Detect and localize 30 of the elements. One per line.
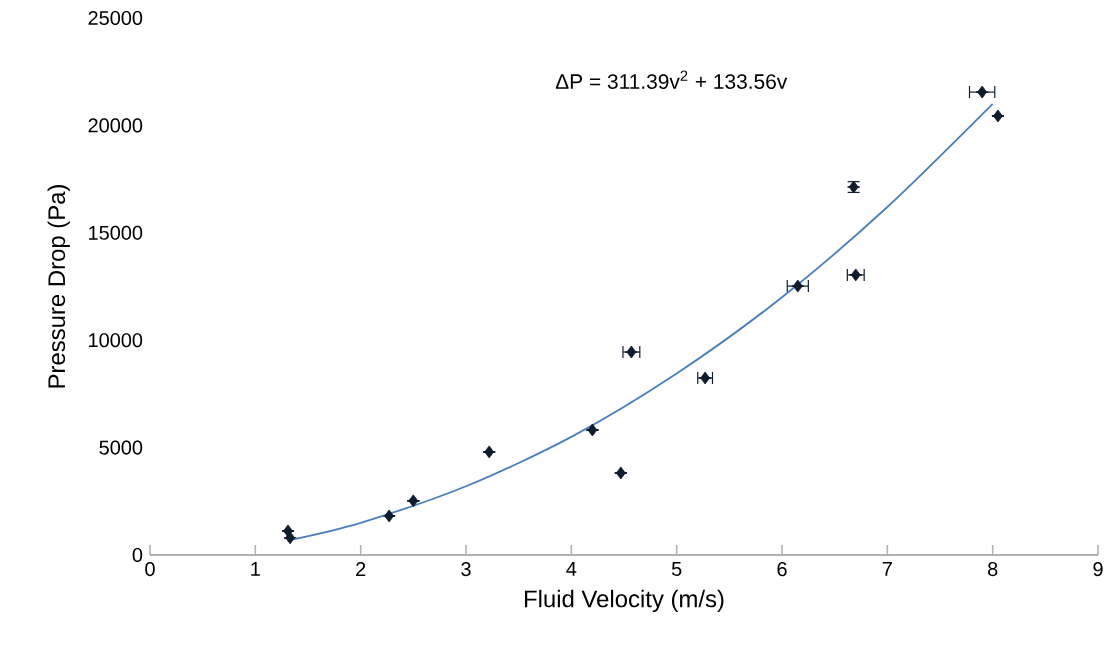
y-tick-label: 5000 — [99, 440, 143, 455]
annotation: ΔP = 311.39v$^{2}$ + 133.56v — [555, 70, 788, 89]
point — [384, 509, 395, 523]
y-tick-label: 15000 — [89, 225, 143, 240]
point — [792, 279, 803, 293]
y-tick-label: 10000 — [89, 333, 143, 348]
x-tick-label: 9 — [1093, 562, 1103, 577]
x-axis-title: Fluid Velocity (m/s) — [525, 589, 724, 613]
y-axis-title: Pressure Drop (Pa) — [47, 185, 70, 388]
point — [993, 109, 1003, 123]
point — [587, 423, 598, 437]
x-tick-label: 2 — [356, 562, 366, 576]
x-tick-label: 6 — [777, 562, 787, 577]
y-tick-label: 0 — [132, 547, 143, 563]
point — [615, 466, 626, 480]
x-tick-label: 8 — [988, 562, 998, 577]
y-tick-label: 20000 — [88, 118, 143, 133]
x-tick-label: 1 — [251, 562, 260, 576]
x-tick-label: 0 — [145, 562, 155, 577]
point — [285, 531, 295, 545]
point — [626, 345, 637, 359]
x-tick-label: 5 — [671, 562, 682, 576]
point — [850, 268, 861, 282]
x-tick-label: 7 — [882, 562, 892, 576]
point — [408, 494, 419, 508]
point — [484, 445, 495, 459]
x-tick-label: 3 — [461, 562, 471, 577]
x-tick-label: 4 — [566, 562, 577, 576]
y-tick-label: 25000 — [88, 10, 143, 26]
point — [977, 85, 988, 99]
